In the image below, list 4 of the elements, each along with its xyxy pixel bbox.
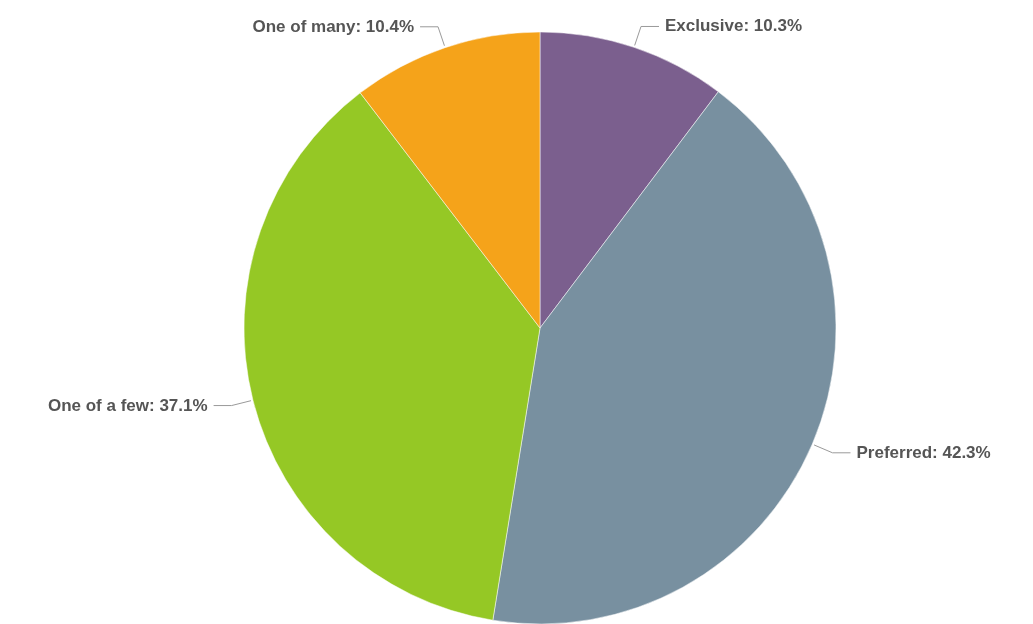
slice-label: Preferred: 42.3% [856,442,991,462]
slice-label: Exclusive: 10.3% [665,16,803,36]
slice-label: One of many: 10.4% [252,16,415,36]
slice-label: One of a few: 37.1% [47,395,208,415]
